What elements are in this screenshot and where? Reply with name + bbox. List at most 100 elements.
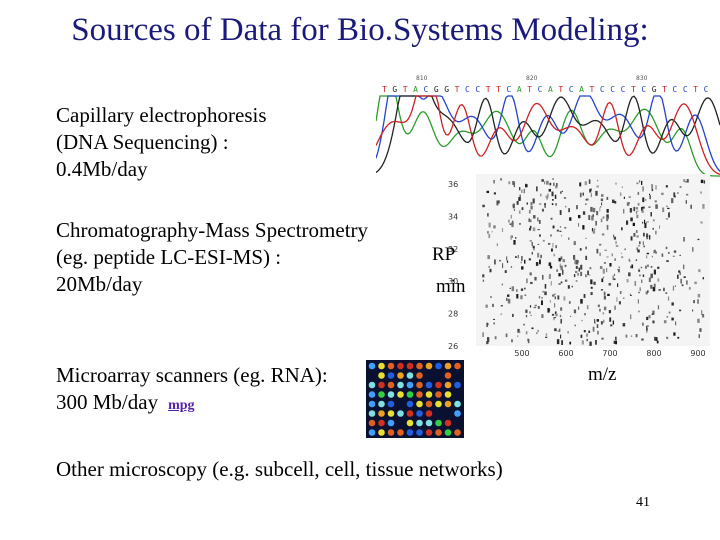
ms-peak-dot [551,203,554,206]
ms-peak-dot [520,261,522,264]
ms-peak-dot [679,254,681,256]
ms-peak-dot [647,264,649,268]
microarray-spot [416,381,423,389]
ms-peak-dot [573,274,576,278]
ms-peak-dot [655,337,658,341]
ms-peak-dot [692,247,694,252]
ms-peak-dot [519,187,521,191]
ms-peak-dot [612,275,615,280]
ms-peak-dot [493,318,495,320]
ms-peak-dot [494,336,497,340]
microarray-spot [397,391,404,398]
microarray-spot [406,429,414,436]
ms-peak-dot [671,198,674,204]
ms-peak-dot [508,181,511,185]
ms-peak-dot [613,340,617,344]
chromatogram-trace [376,95,720,174]
ms-peak-dot [675,321,677,326]
ms-peak-dot [592,326,595,332]
ms-peak-dot [623,196,625,199]
microarray-spot [387,410,395,417]
ms-peak-dot [537,217,539,222]
ms-peak-dot [527,338,530,344]
ms-peak-dot [571,285,573,288]
item-line: 20Mb/day [56,272,143,296]
ms-peak-dot [545,336,548,339]
microarray-image [366,360,464,438]
ms-peak-dot [683,179,686,183]
ms-peak-dot [512,203,515,209]
item-microarray: Microarray scanners (eg. RNA): 300 Mb/da… [56,362,328,419]
ms-peak-dot [697,293,701,298]
ms-peak-dot [550,281,552,286]
item-line: 300 Mb/day [56,390,159,414]
ms-peak-dot [683,237,685,242]
ms-peak-dot [643,245,645,248]
ms-peak-dot [488,233,491,239]
ms-peak-dot [698,334,700,339]
ms-peak-dot [658,289,661,291]
ms-peak-dot [668,212,670,218]
ms-peak-dot [537,220,540,222]
base-call: T [496,85,501,94]
ms-peak-dot [666,205,668,207]
ms-peak-dot [519,194,521,199]
microarray-spot [416,362,423,370]
ms-peak-dot [601,233,605,236]
microarray-spot [406,362,414,370]
ms-peak-dot [494,259,496,265]
ms-peak-dot [646,327,648,331]
ms-peak-dot [500,313,503,315]
ms-peak-dot [506,260,509,263]
ms-peak-dot [537,306,540,309]
ms-peak-dot [567,285,570,289]
ms-peak-dot [556,339,560,345]
ms-peak-dot [497,200,500,204]
ms-peak-dot [635,230,638,233]
ms-peak-dot [640,266,643,269]
microarray-spot [378,362,385,370]
ms-peak-dot [629,260,631,262]
ms-peak-dot [560,319,563,324]
ms-peak-dot [641,338,644,341]
ms-peak-dot [623,208,625,214]
ms-peak-dot [544,181,546,185]
ms-peak-dot [525,183,527,188]
ms-peak-dot [679,186,682,188]
ms-peak-dot [693,300,695,304]
microarray-spot [406,400,414,408]
ms-peak-dot [659,225,661,229]
ms-peak-dot [597,179,599,182]
ms-peak-dot [559,263,561,268]
ms-peak-dot [553,318,555,321]
base-call: T [527,85,532,94]
ms-peak-dot [635,259,638,261]
ms-peak-dot [561,190,563,192]
ms-peak-dot [529,219,532,223]
ms-peak-dot [493,180,495,184]
ms-peak-dot [545,195,547,198]
base-call: G [652,85,657,94]
ms-peak-dot [601,194,604,197]
microarray-spot [378,410,385,417]
microarray-spot [378,372,385,379]
ms-peak-dot [686,280,688,285]
ms-peak-dot [600,218,603,223]
base-call: C [704,85,709,94]
microarray-spot [435,400,442,408]
item-line: Other microscopy (e.g. subcell, cell, ti… [56,457,503,481]
base-call: A [413,85,418,94]
ms-peak-dot [563,197,567,199]
base-call: C [600,85,605,94]
ms-peak-dot [534,276,537,281]
ms-peak-dot [677,192,679,194]
ms-peak-dot [607,293,610,297]
mpg-link[interactable]: mpg [168,398,195,413]
ms-peak-dot [589,188,592,193]
ms-peak-dot [575,270,578,274]
ms-peak-dot [601,202,603,206]
ms-peak-dot [524,294,527,296]
ms-peak-dot [653,269,656,275]
ms-peak-dot [515,237,517,239]
ms-peak-dot [551,248,553,252]
